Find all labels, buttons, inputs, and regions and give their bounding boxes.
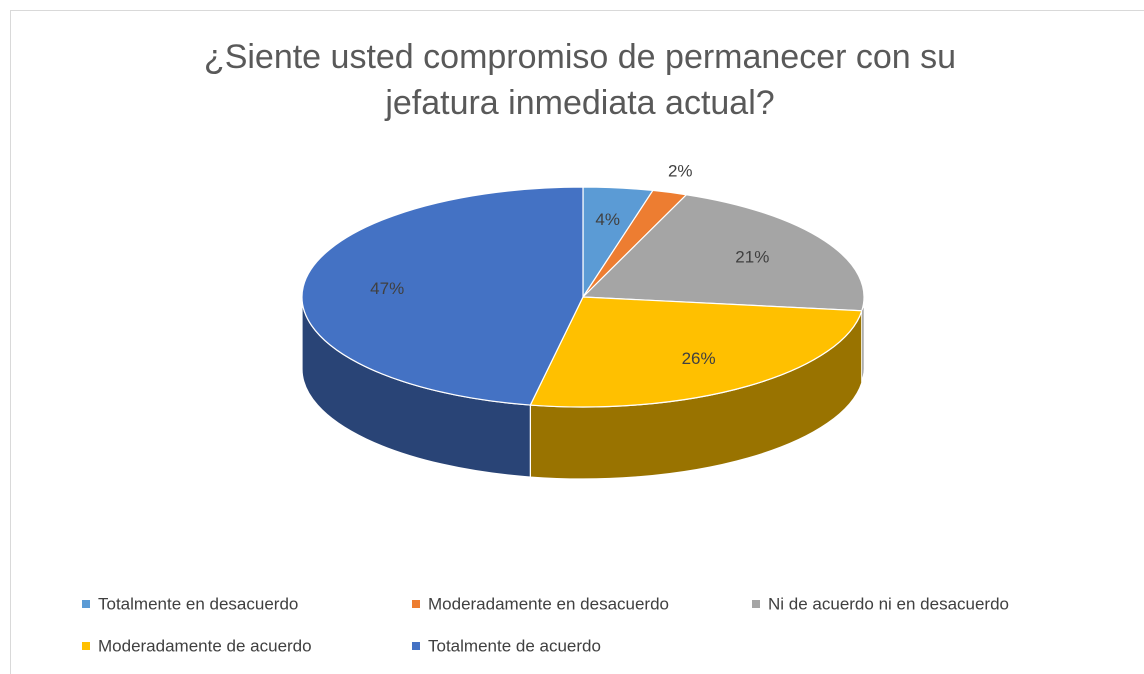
legend-label: Moderadamente en desacuerdo — [428, 594, 669, 613]
legend-marker — [82, 600, 90, 608]
data-label: 26% — [682, 349, 716, 368]
pie-slice — [301, 186, 584, 406]
legend-marker — [752, 600, 760, 608]
legend-label: Ni de acuerdo ni en desacuerdo — [768, 594, 1009, 613]
legend-marker — [82, 642, 90, 650]
data-label: 21% — [735, 247, 769, 266]
legend-marker — [412, 642, 420, 650]
chart-border — [10, 10, 1144, 674]
legend-marker — [412, 600, 420, 608]
pie-slice — [581, 194, 865, 312]
legend-label: Totalmente en desacuerdo — [98, 594, 298, 613]
legend-label: Totalmente de acuerdo — [428, 636, 601, 655]
data-label: 4% — [595, 210, 620, 229]
data-label: 2% — [668, 161, 693, 180]
pie-slice — [529, 296, 863, 408]
chart-title: ¿Siente usted compromiso de permanecer c… — [203, 38, 957, 122]
data-label: 47% — [370, 279, 404, 298]
legend-label: Moderadamente de acuerdo — [98, 636, 312, 655]
